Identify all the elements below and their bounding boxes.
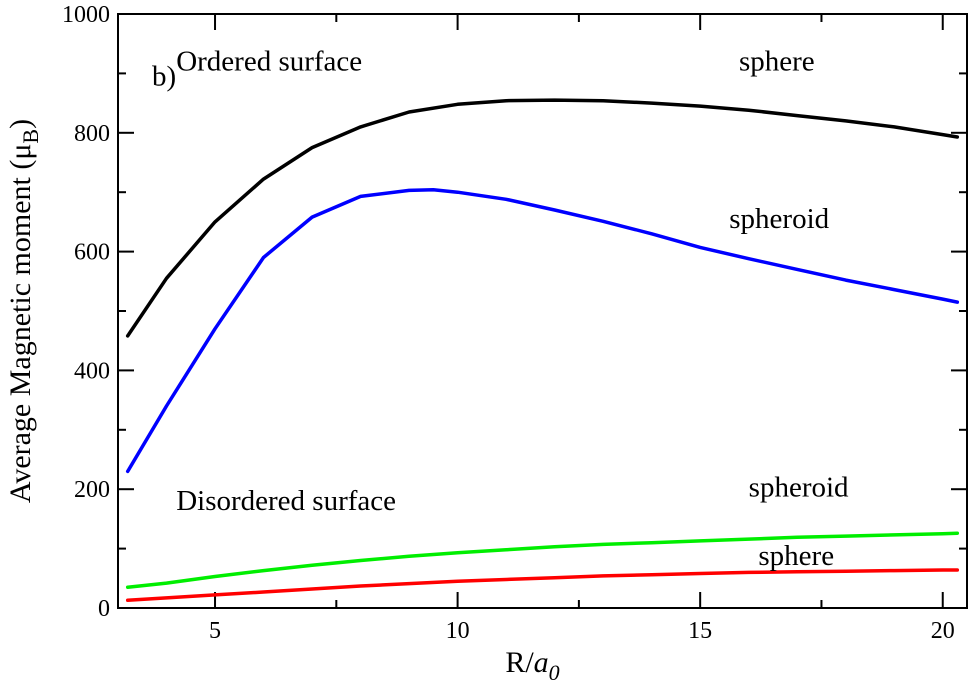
annotation-3: b) — [152, 60, 176, 92]
series-line-4 — [125, 568, 960, 603]
annotation-4: spheroid — [729, 203, 829, 235]
y-tick-label: 1000 — [62, 2, 110, 28]
y-tick-label: 400 — [74, 358, 110, 384]
y-tick-label: 600 — [74, 240, 110, 266]
x-tick-label: 15 — [688, 618, 712, 644]
y-tick-label: 200 — [74, 477, 110, 503]
series-line-2 — [125, 188, 960, 474]
series-line-1 — [125, 98, 960, 338]
x-axis-title-text: R/ — [505, 646, 534, 679]
series-line-3 — [125, 531, 960, 589]
plot-frame — [117, 13, 968, 609]
series-layer — [125, 98, 960, 603]
x-axis-title: R/a0 — [505, 646, 559, 685]
annotation-2: sphere — [739, 45, 815, 77]
annotation-5: Disordered surface — [176, 485, 396, 517]
annotation-7: sphere — [758, 540, 834, 572]
y-axis-title-close: ) — [4, 119, 37, 129]
x-axis-title-sub: 0 — [549, 660, 560, 685]
y-tick-label: 0 — [98, 596, 110, 622]
y-tick-label: 800 — [74, 121, 110, 147]
y-axis-title-text: Average Magnetic moment (μ — [4, 144, 37, 504]
y-axis-title-sub: B — [18, 129, 43, 144]
annotations: Ordered surface sphere b) spheroid Disordere… — [152, 45, 849, 572]
plot-area — [117, 13, 968, 609]
x-axis-title-italic: a — [534, 646, 549, 679]
annotation-6: spheroid — [749, 471, 849, 503]
x-tick-label: 20 — [931, 618, 955, 644]
y-axis-title: Average Magnetic moment (μB) — [4, 119, 43, 503]
annotation-1: Ordered surface — [176, 45, 362, 77]
x-tick-label: 10 — [446, 618, 470, 644]
x-tick-label: 5 — [209, 618, 221, 644]
